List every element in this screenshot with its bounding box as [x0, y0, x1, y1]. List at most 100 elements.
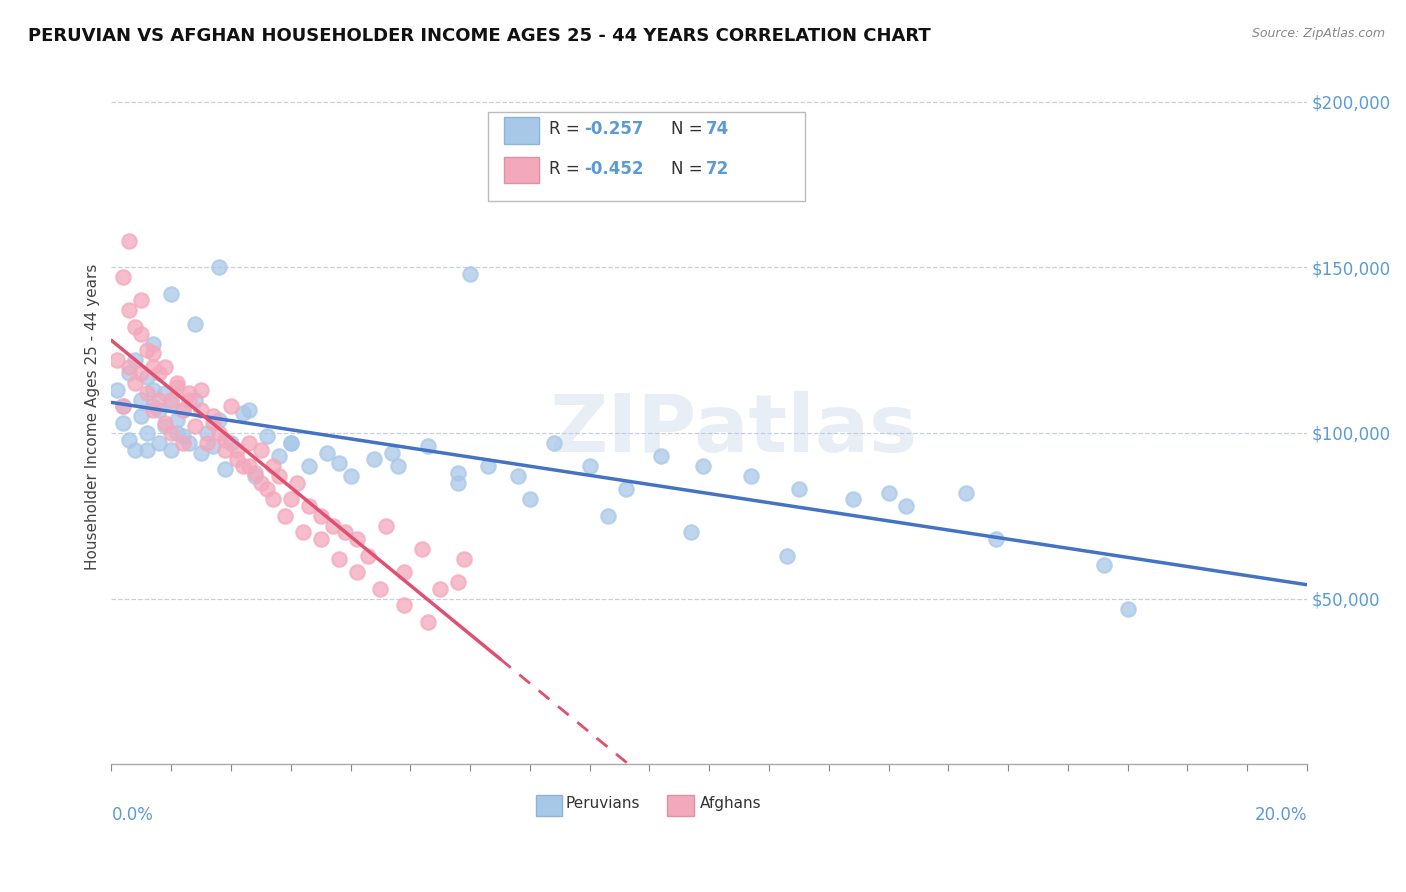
- Point: [148, 402, 170, 417]
- Point: [136, 386, 159, 401]
- Point: [214, 433, 236, 447]
- Point: [877, 485, 900, 500]
- Text: Afghans: Afghans: [700, 797, 761, 812]
- Point: [179, 386, 201, 401]
- Point: [166, 425, 188, 440]
- Point: [105, 383, 128, 397]
- Point: [112, 400, 135, 414]
- Point: [155, 359, 177, 374]
- Text: -0.257: -0.257: [583, 120, 643, 138]
- Point: [453, 552, 475, 566]
- Point: [447, 575, 470, 590]
- Point: [681, 525, 703, 540]
- Point: [650, 449, 672, 463]
- Point: [280, 436, 302, 450]
- Point: [172, 402, 194, 417]
- Point: [118, 359, 141, 374]
- Point: [614, 483, 637, 497]
- Point: [243, 466, 266, 480]
- Point: [328, 552, 350, 566]
- Point: [1116, 601, 1139, 615]
- Text: 74: 74: [706, 120, 728, 138]
- FancyBboxPatch shape: [536, 795, 562, 816]
- Point: [214, 462, 236, 476]
- FancyBboxPatch shape: [503, 157, 540, 184]
- Point: [219, 400, 242, 414]
- Point: [418, 439, 440, 453]
- Point: [160, 392, 183, 407]
- Point: [105, 353, 128, 368]
- Point: [129, 409, 152, 424]
- Point: [274, 508, 297, 523]
- Text: 72: 72: [706, 160, 728, 178]
- Point: [142, 383, 165, 397]
- Point: [129, 367, 152, 381]
- Point: [160, 396, 183, 410]
- Point: [118, 234, 141, 248]
- Point: [184, 419, 207, 434]
- Text: PERUVIAN VS AFGHAN HOUSEHOLDER INCOME AGES 25 - 44 YEARS CORRELATION CHART: PERUVIAN VS AFGHAN HOUSEHOLDER INCOME AG…: [28, 27, 931, 45]
- Point: [298, 459, 321, 474]
- Point: [238, 402, 260, 417]
- Text: N =: N =: [671, 120, 707, 138]
- Point: [148, 436, 170, 450]
- Point: [1092, 558, 1115, 573]
- Point: [250, 442, 273, 457]
- Point: [394, 599, 416, 613]
- Point: [195, 436, 218, 450]
- Point: [375, 518, 398, 533]
- Point: [129, 392, 152, 407]
- Point: [226, 442, 249, 457]
- Point: [112, 416, 135, 430]
- FancyBboxPatch shape: [488, 112, 804, 201]
- Point: [155, 416, 177, 430]
- Point: [357, 549, 380, 563]
- Point: [179, 436, 201, 450]
- Point: [142, 336, 165, 351]
- Point: [179, 392, 201, 407]
- Point: [136, 425, 159, 440]
- Point: [148, 392, 170, 407]
- Point: [262, 459, 284, 474]
- Point: [692, 459, 714, 474]
- Point: [124, 353, 146, 368]
- Point: [411, 541, 433, 556]
- Point: [112, 270, 135, 285]
- Point: [387, 459, 409, 474]
- Point: [315, 446, 337, 460]
- Point: [333, 525, 356, 540]
- Point: [214, 442, 236, 457]
- FancyBboxPatch shape: [503, 117, 540, 144]
- Point: [447, 466, 470, 480]
- Point: [190, 402, 212, 417]
- Text: Source: ZipAtlas.com: Source: ZipAtlas.com: [1251, 27, 1385, 40]
- Point: [506, 469, 529, 483]
- Point: [124, 376, 146, 391]
- Point: [226, 452, 249, 467]
- Point: [280, 492, 302, 507]
- Point: [381, 446, 404, 460]
- Point: [129, 326, 152, 341]
- Point: [232, 459, 254, 474]
- Text: R =: R =: [548, 120, 585, 138]
- Point: [458, 267, 481, 281]
- Point: [418, 615, 440, 629]
- Point: [208, 260, 231, 275]
- Point: [190, 383, 212, 397]
- Point: [955, 485, 977, 500]
- Point: [986, 532, 1008, 546]
- Point: [787, 483, 810, 497]
- Y-axis label: Householder Income Ages 25 - 44 years: Householder Income Ages 25 - 44 years: [86, 263, 100, 570]
- Point: [339, 469, 361, 483]
- Point: [309, 508, 332, 523]
- Point: [232, 406, 254, 420]
- Point: [256, 483, 278, 497]
- Point: [195, 425, 218, 440]
- Point: [346, 532, 368, 546]
- Point: [238, 436, 260, 450]
- Point: [118, 433, 141, 447]
- Point: [172, 402, 194, 417]
- Point: [184, 392, 207, 407]
- Point: [267, 449, 290, 463]
- Point: [291, 525, 314, 540]
